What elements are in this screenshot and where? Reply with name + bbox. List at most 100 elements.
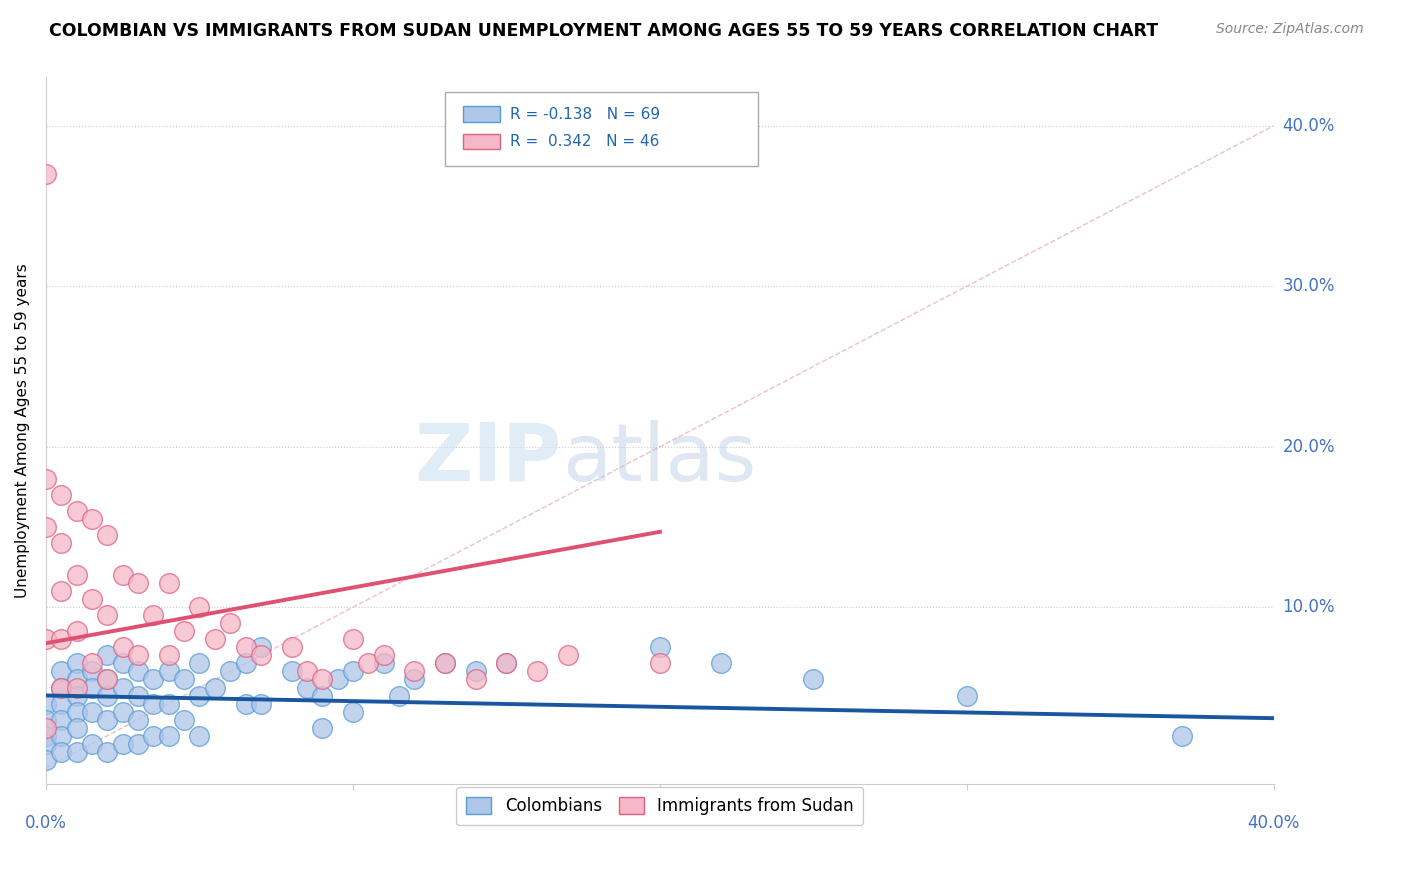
Text: R = -0.138   N = 69: R = -0.138 N = 69 [510, 107, 661, 121]
Point [80, 665, 103, 679]
Point [648, 640, 671, 655]
Point [66, 745, 89, 759]
Point [235, 657, 257, 671]
Point [157, 648, 180, 663]
Point [35, 697, 58, 711]
Point [1171, 729, 1194, 743]
Point [188, 729, 211, 743]
Point [342, 705, 364, 719]
Point [66, 657, 89, 671]
Point [66, 721, 89, 735]
Point [51, 681, 73, 695]
Point [173, 673, 195, 687]
Point [280, 665, 302, 679]
Text: COLOMBIAN VS IMMIGRANTS FROM SUDAN UNEMPLOYMENT AMONG AGES 55 TO 59 YEARS CORREL: COLOMBIAN VS IMMIGRANTS FROM SUDAN UNEMP… [49, 22, 1159, 40]
Point [464, 673, 486, 687]
Point [357, 657, 380, 671]
Point [157, 729, 180, 743]
Point [127, 648, 149, 663]
Point [51, 488, 73, 502]
Point [173, 713, 195, 727]
Point [373, 657, 395, 671]
Point [35, 472, 58, 486]
Point [127, 713, 149, 727]
Point [157, 697, 180, 711]
Point [66, 568, 89, 582]
Point [96, 528, 118, 542]
Point [35, 737, 58, 751]
Point [111, 705, 134, 719]
Point [51, 665, 73, 679]
Point [66, 673, 89, 687]
Point [66, 624, 89, 639]
Point [404, 665, 426, 679]
Bar [464, 134, 501, 150]
Point [142, 673, 165, 687]
Point [157, 576, 180, 591]
Point [142, 608, 165, 623]
Point [495, 657, 517, 671]
Point [250, 640, 273, 655]
Point [51, 584, 73, 599]
Point [80, 705, 103, 719]
Point [51, 745, 73, 759]
Point [326, 673, 349, 687]
Point [80, 681, 103, 695]
Text: R =  0.342   N = 46: R = 0.342 N = 46 [510, 134, 659, 149]
Point [295, 681, 318, 695]
Point [35, 520, 58, 534]
Point [51, 536, 73, 550]
Point [96, 673, 118, 687]
Point [111, 568, 134, 582]
Point [311, 689, 333, 703]
Point [295, 665, 318, 679]
Point [35, 721, 58, 735]
Point [35, 167, 58, 181]
Point [188, 657, 211, 671]
Point [803, 673, 825, 687]
Text: 40.0%: 40.0% [1247, 814, 1301, 832]
Point [342, 665, 364, 679]
Point [250, 648, 273, 663]
Point [51, 729, 73, 743]
Point [51, 697, 73, 711]
Text: 40.0%: 40.0% [1282, 117, 1334, 135]
Point [648, 657, 671, 671]
Point [219, 665, 242, 679]
Point [127, 737, 149, 751]
Point [51, 713, 73, 727]
Point [173, 624, 195, 639]
Point [373, 648, 395, 663]
Point [80, 512, 103, 526]
Point [96, 745, 118, 759]
Text: Source: ZipAtlas.com: Source: ZipAtlas.com [1216, 22, 1364, 37]
Point [96, 673, 118, 687]
Point [111, 737, 134, 751]
Point [142, 729, 165, 743]
FancyBboxPatch shape [446, 92, 758, 166]
Point [127, 665, 149, 679]
Point [51, 632, 73, 647]
Point [80, 657, 103, 671]
Point [111, 640, 134, 655]
Point [96, 689, 118, 703]
Text: 0.0%: 0.0% [25, 814, 67, 832]
Point [35, 632, 58, 647]
Point [66, 689, 89, 703]
Point [311, 721, 333, 735]
Point [127, 576, 149, 591]
Point [526, 665, 548, 679]
Point [204, 632, 226, 647]
Point [66, 504, 89, 518]
Point [111, 681, 134, 695]
Point [96, 648, 118, 663]
Point [342, 632, 364, 647]
Point [35, 753, 58, 767]
Bar [464, 106, 501, 122]
Point [219, 616, 242, 631]
Text: atlas: atlas [562, 420, 756, 498]
Point [188, 600, 211, 615]
Point [35, 729, 58, 743]
Text: 20.0%: 20.0% [1282, 438, 1334, 456]
Point [404, 673, 426, 687]
